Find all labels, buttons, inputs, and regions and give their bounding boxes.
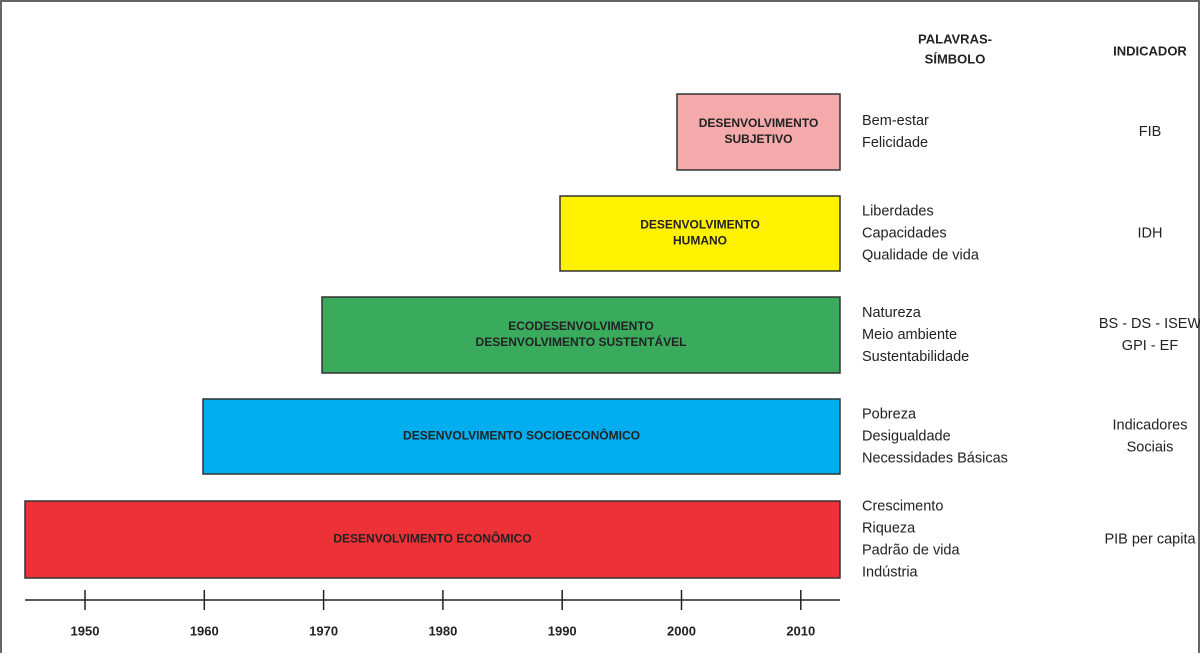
- tick-label: 1990: [548, 623, 577, 638]
- tick-label: 2010: [786, 623, 815, 638]
- tick-label: 1950: [71, 623, 100, 638]
- bar-label: DESENVOLVIMENTO: [699, 116, 819, 130]
- keyword: Indústria: [862, 564, 919, 580]
- bar: [559, 195, 841, 272]
- bar: [676, 93, 841, 171]
- keyword: Capacidades: [862, 225, 947, 241]
- keyword: Pobreza: [862, 406, 917, 422]
- indicator: Sociais: [1127, 439, 1174, 455]
- bar-label: HUMANO: [673, 234, 727, 248]
- indicator: GPI - EF: [1122, 338, 1179, 354]
- indicator: BS - DS - ISEW: [1099, 316, 1200, 332]
- bar: [321, 296, 841, 374]
- keyword: Meio ambiente: [862, 327, 957, 343]
- header: PALAVRAS-: [918, 31, 992, 46]
- keyword: Sustentabilidade: [862, 349, 969, 365]
- keyword: Bem-estar: [862, 113, 929, 129]
- keyword: Desigualdade: [862, 428, 951, 444]
- keyword: Necessidades Básicas: [862, 450, 1008, 466]
- keyword: Padrão de vida: [862, 542, 960, 558]
- tick-label: 1970: [309, 623, 338, 638]
- header: SÍMBOLO: [925, 51, 986, 66]
- keyword: Qualidade de vida: [862, 247, 980, 263]
- indicator: FIB: [1139, 124, 1162, 140]
- tick-label: 1960: [190, 623, 219, 638]
- indicator: PIB per capita: [1104, 531, 1196, 547]
- tick-label: 2000: [667, 623, 696, 638]
- bar: [202, 398, 841, 475]
- bar-label: SUBJETIVO: [724, 132, 792, 146]
- keyword: Crescimento: [862, 498, 943, 514]
- bar-label: ECODESENVOLVIMENTO: [508, 319, 654, 333]
- keyword: Riqueza: [862, 520, 916, 536]
- bar: [24, 500, 841, 579]
- bar-label: DESENVOLVIMENTO SOCIOECONÔMICO: [403, 428, 640, 443]
- keyword: Felicidade: [862, 135, 928, 151]
- keyword: Liberdades: [862, 203, 934, 219]
- bar-label: DESENVOLVIMENTO SUSTENTÁVEL: [476, 334, 687, 349]
- tick-label: 1980: [428, 623, 457, 638]
- bar-label: DESENVOLVIMENTO: [640, 218, 760, 232]
- bar-label: DESENVOLVIMENTO ECONÔMICO: [333, 531, 531, 546]
- keyword: Natureza: [862, 305, 922, 321]
- header: INDICADOR: [1113, 43, 1187, 58]
- indicator: Indicadores: [1113, 417, 1188, 433]
- indicator: IDH: [1138, 225, 1163, 241]
